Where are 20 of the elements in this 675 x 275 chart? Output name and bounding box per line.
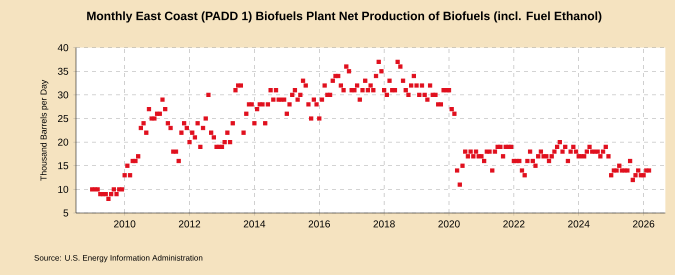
y-tick-label: 40 bbox=[58, 44, 68, 52]
x-tick-label: 2020 bbox=[438, 220, 460, 228]
x-tick-label: 2022 bbox=[503, 220, 524, 228]
chart-title: Monthly East Coast (PADD 1) Biofuels Plant Net Production of Biofuels (incl. Fuel Ethanol) bbox=[87, 11, 602, 23]
x-tick-label: 2012 bbox=[178, 220, 200, 228]
x-tick-label: 2016 bbox=[308, 220, 330, 228]
y-tick-label: 5 bbox=[63, 210, 68, 216]
y-tick-label: 10 bbox=[58, 186, 68, 193]
y-tick-label: 35 bbox=[58, 68, 68, 75]
y-tick-label: 25 bbox=[58, 114, 68, 122]
y-tick-label: 15 bbox=[58, 162, 68, 170]
source-note: Source: U.S. Energy Information Administration bbox=[34, 254, 202, 262]
x-tick-label: 2010 bbox=[114, 220, 136, 228]
y-tick-label: 20 bbox=[58, 138, 68, 146]
y-axis-title: Thousand Barrels per Day bbox=[40, 80, 48, 181]
x-tick-label: 2024 bbox=[568, 220, 590, 228]
x-tick-label: 2026 bbox=[632, 220, 654, 228]
y-tick-label: 30 bbox=[58, 91, 68, 98]
x-tick-label: 2018 bbox=[374, 220, 395, 228]
x-tick-label: 2014 bbox=[244, 220, 266, 228]
